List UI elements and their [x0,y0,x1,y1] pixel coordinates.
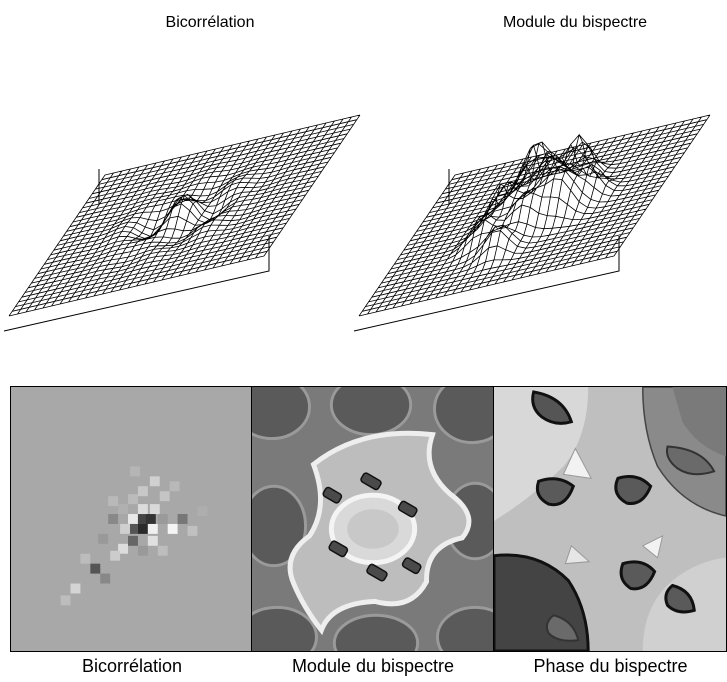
title-bispectrum-modulus-surface: Module du bispectre [502,14,648,31]
caption-bicorrelation: Bicorrélation [81,656,183,676]
surface-plots [3,114,711,332]
caption-bispectrum-phase: Phase du bispectre [533,656,688,676]
bicorrelation-surface-plot [3,114,361,332]
bicorrelation-map [10,386,252,652]
caption-bispectrum-modulus: Module du bispectre [291,656,455,676]
title-bicorrelation-surface: Bicorrélation [165,14,255,31]
bispectrum-modulus-surface-plot [353,114,711,332]
bispectrum-modulus-map [251,386,494,652]
bispectrum-phase-map [493,386,727,652]
